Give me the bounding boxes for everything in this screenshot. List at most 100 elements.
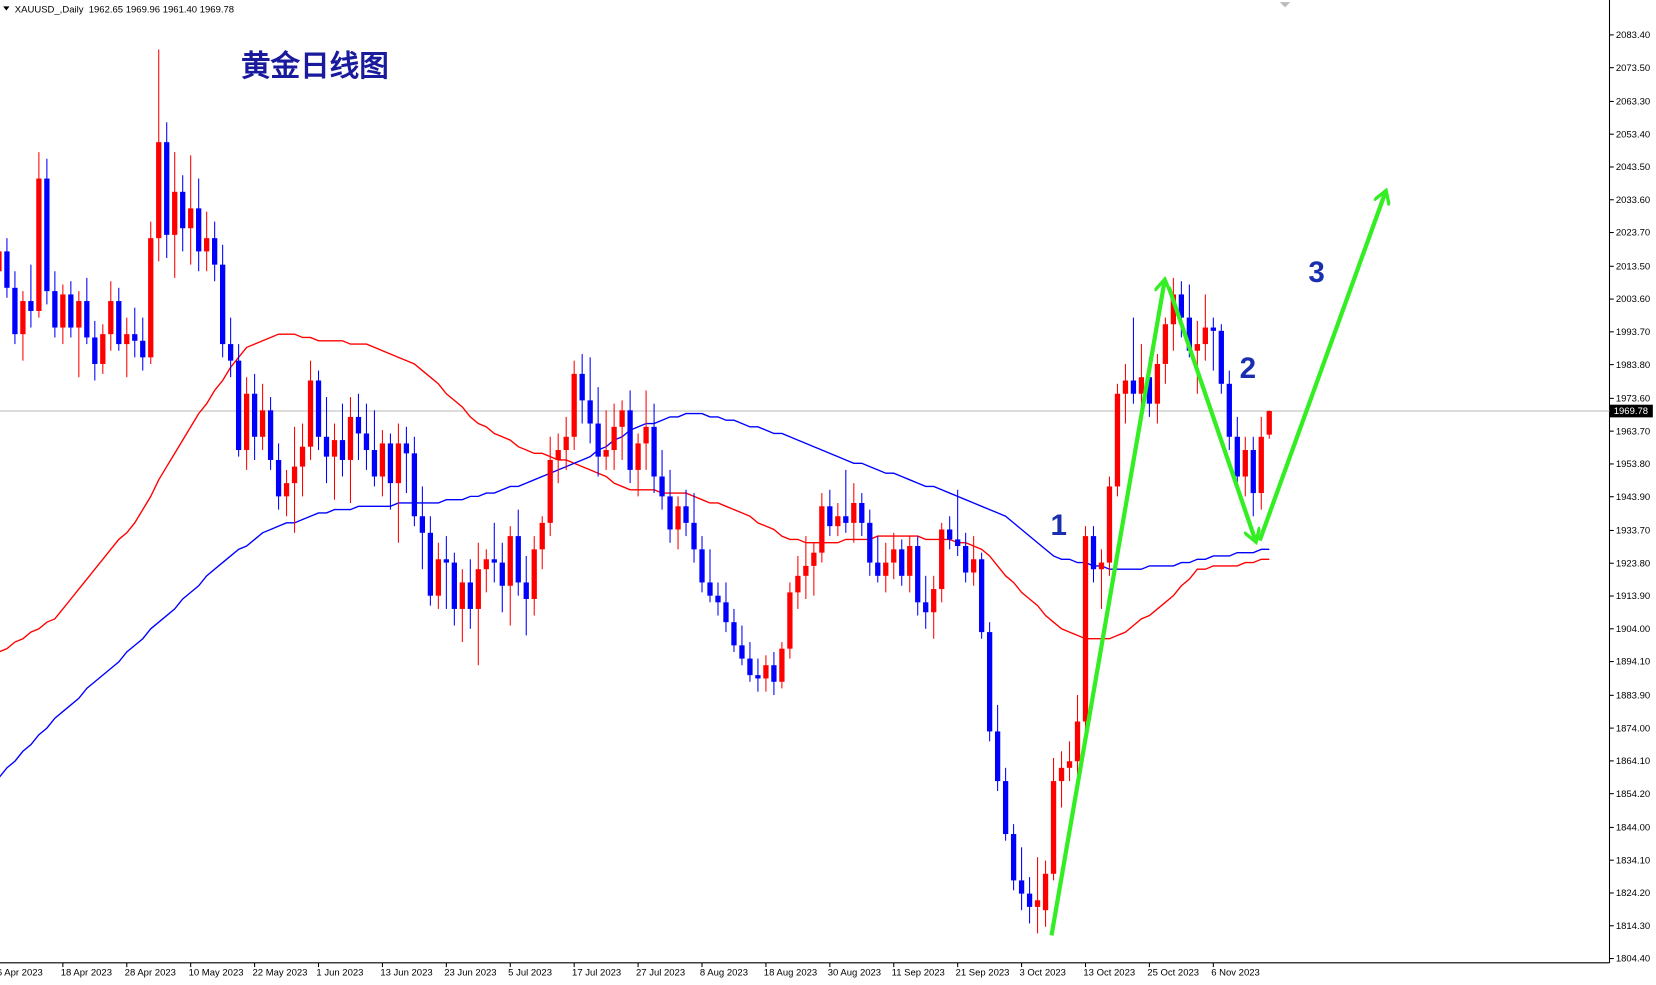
candle-body (20, 301, 26, 335)
candle-body (395, 443, 402, 484)
candle-body (531, 549, 537, 600)
arrow (1257, 192, 1386, 542)
candle-body (76, 301, 82, 328)
annotation: 1 (1050, 509, 1066, 542)
candle-body (739, 645, 745, 659)
candle-body (939, 529, 945, 590)
chart-title: 黄金日线图 (241, 49, 389, 83)
candle-body (172, 191, 178, 235)
candle-body (483, 559, 489, 570)
candle-body (0, 251, 2, 272)
candle-body (835, 516, 841, 527)
candle-body (507, 536, 513, 586)
candle-body (1018, 880, 1025, 894)
y-tick-label: 2033.60 (1616, 195, 1650, 206)
candle-body (1074, 721, 1081, 762)
y-tick-label: 1973.60 (1616, 394, 1650, 405)
candle-body (60, 294, 66, 328)
candle-body (323, 436, 330, 457)
candle-body (100, 334, 106, 364)
annotation: 3 (1308, 256, 1324, 289)
candle-body (571, 373, 577, 437)
x-tick-label: 8 Aug 2023 (700, 968, 748, 979)
candle-body (899, 549, 905, 576)
candle-body (1226, 383, 1232, 437)
candle-body (92, 337, 98, 364)
candle-body (204, 238, 210, 252)
candle-body (403, 443, 410, 454)
candle-body (731, 622, 737, 646)
candle-body (611, 426, 617, 451)
y-tick-label: 2043.50 (1616, 162, 1650, 173)
candle-body (84, 301, 90, 338)
candle-body (1258, 436, 1264, 494)
candle-body (515, 536, 521, 583)
candle-body (331, 440, 338, 457)
candle-body (467, 582, 473, 609)
candle-body (1114, 393, 1121, 487)
candle-body (994, 731, 1001, 782)
candle-body (1122, 380, 1129, 394)
candle-body (1090, 536, 1097, 570)
candle-body (116, 301, 122, 345)
x-tick-label: 6 Nov 2023 (1211, 968, 1260, 979)
menu-arrow (3, 6, 10, 11)
candle-body (723, 602, 729, 623)
candle-body (451, 562, 457, 609)
y-tick-label: 1963.70 (1616, 426, 1650, 437)
candle-body (675, 506, 681, 530)
y-tick-label: 1923.80 (1616, 558, 1650, 569)
arrow (1166, 286, 1256, 540)
candle-body (52, 291, 58, 328)
x-tick-label: 6 Apr 2023 (0, 968, 43, 979)
candle-body (475, 569, 481, 609)
y-tick-label: 1993.70 (1616, 327, 1650, 338)
candle-body (875, 562, 881, 576)
y-tick-label: 1814.30 (1616, 921, 1650, 932)
candle-body (1162, 324, 1169, 364)
candle-body (579, 373, 585, 401)
candle-body (419, 516, 426, 533)
candle-body (1026, 893, 1033, 907)
y-tick-label: 2053.40 (1616, 129, 1650, 140)
candle-body (963, 546, 969, 573)
candle-body (1234, 436, 1240, 477)
candle-body (188, 208, 194, 229)
candle-body (251, 393, 258, 437)
candle-body (355, 416, 362, 434)
x-tick-label: 13 Jun 2023 (380, 968, 432, 979)
candle-body (819, 506, 825, 553)
candle-body (1242, 450, 1248, 477)
candle-body (499, 562, 505, 586)
y-tick-label: 1904.00 (1616, 624, 1650, 635)
candle-body (347, 416, 354, 460)
candle-body (180, 191, 186, 229)
candle-body (851, 502, 857, 523)
candle-body (986, 632, 993, 732)
candle-body (651, 426, 657, 477)
candle-body (1106, 486, 1113, 563)
candle-body (1002, 781, 1009, 835)
candle-body (595, 423, 601, 457)
y-tick-label: 1854.20 (1616, 789, 1650, 800)
candle-body (1154, 363, 1161, 404)
candle-body (196, 208, 202, 252)
candle-body (619, 410, 625, 427)
x-tick-label: 18 Apr 2023 (61, 968, 112, 979)
candle-body (363, 433, 370, 451)
x-tick-label: 11 Sep 2023 (892, 968, 945, 979)
candle-body (699, 549, 705, 583)
candle-body (555, 450, 561, 460)
candle-body (635, 443, 641, 470)
y-tick-label: 1824.20 (1616, 888, 1650, 899)
candle-body (267, 410, 274, 460)
candle-body (291, 466, 298, 484)
candle-body (36, 178, 42, 311)
candle-body (907, 546, 913, 576)
candle-body (435, 559, 442, 596)
candle-body (683, 506, 689, 523)
candle-body (603, 450, 609, 457)
annotation: 2 (1240, 352, 1256, 385)
candle-body (28, 301, 34, 311)
